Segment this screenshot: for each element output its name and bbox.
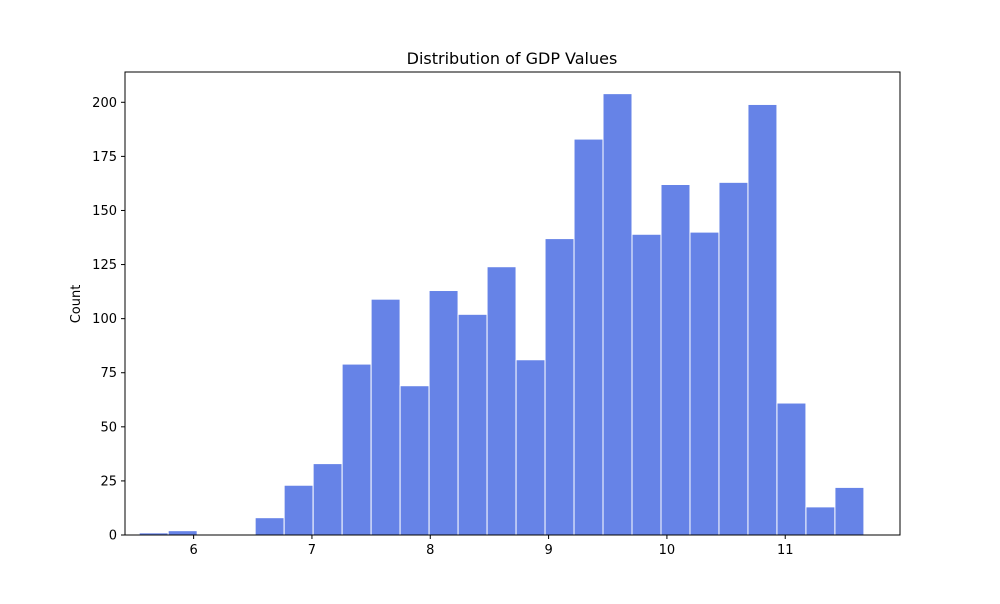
x-tick-label: 7 bbox=[308, 543, 316, 558]
histogram-bar bbox=[718, 181, 749, 536]
histogram-bar bbox=[544, 238, 575, 536]
x-tick-label: 9 bbox=[544, 543, 552, 558]
y-axis-ticks: 0 25 50 75 100 125 150 175 200 bbox=[92, 96, 125, 544]
histogram-bar bbox=[167, 530, 198, 536]
bars-group bbox=[138, 93, 865, 536]
x-tick-label: 10 bbox=[659, 543, 676, 558]
histogram-bar bbox=[457, 313, 488, 536]
histogram-bar bbox=[486, 266, 517, 536]
histogram-bar bbox=[805, 506, 836, 536]
y-axis-label: Count bbox=[69, 285, 84, 324]
y-tick-label: 0 bbox=[109, 529, 117, 544]
histogram-bar bbox=[370, 298, 401, 536]
chart-title: Distribution of GDP Values bbox=[407, 49, 618, 68]
histogram-bar bbox=[341, 363, 372, 536]
histogram-bar bbox=[776, 402, 807, 536]
histogram-bar bbox=[747, 103, 778, 536]
histogram-bar bbox=[834, 486, 865, 536]
x-tick-label: 8 bbox=[426, 543, 434, 558]
x-tick-label: 6 bbox=[189, 543, 197, 558]
histogram-bar bbox=[399, 385, 430, 536]
histogram-bar bbox=[283, 484, 314, 536]
y-tick-label: 125 bbox=[92, 258, 117, 273]
histogram-bar bbox=[312, 463, 343, 536]
y-tick-label: 100 bbox=[92, 312, 117, 327]
x-axis-ticks: 6 7 8 9 10 11 bbox=[189, 535, 794, 558]
histogram-bar bbox=[660, 184, 691, 536]
y-tick-label: 25 bbox=[100, 474, 117, 489]
histogram-bar bbox=[689, 231, 720, 536]
histogram-bar bbox=[602, 93, 633, 536]
x-tick-label: 11 bbox=[777, 543, 794, 558]
histogram-bar bbox=[254, 517, 285, 536]
y-tick-label: 200 bbox=[92, 96, 117, 111]
y-tick-label: 175 bbox=[92, 150, 117, 165]
plot-frame bbox=[124, 71, 901, 536]
histogram-bar bbox=[573, 138, 604, 536]
histogram-bar bbox=[515, 359, 546, 536]
y-tick-label: 150 bbox=[92, 204, 117, 219]
histogram-bar bbox=[631, 233, 662, 536]
y-tick-label: 50 bbox=[100, 420, 117, 435]
histogram-bar bbox=[428, 290, 459, 536]
y-tick-label: 75 bbox=[100, 366, 117, 381]
